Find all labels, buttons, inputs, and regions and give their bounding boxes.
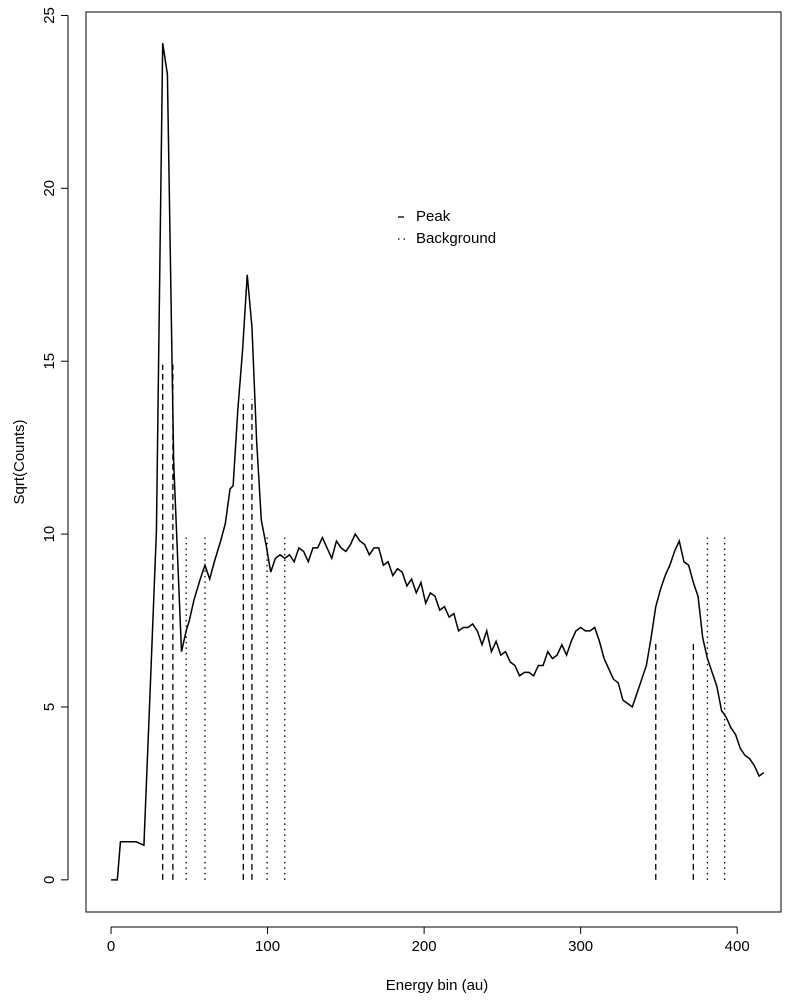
x-tick-label: 400: [725, 938, 750, 955]
y-tick-label: 25: [41, 7, 58, 24]
x-axis-title: Energy bin (au): [386, 977, 489, 994]
x-tick-label: 0: [107, 938, 115, 955]
y-tick-label: 15: [41, 353, 58, 370]
data-line: [111, 43, 765, 881]
y-axis-title: Sqrt(Counts): [11, 419, 28, 504]
y-tick-label: 10: [41, 526, 58, 543]
x-tick-label: 300: [568, 938, 593, 955]
y-tick-label: 5: [41, 703, 58, 711]
y-tick-label: 0: [41, 876, 58, 884]
x-tick-label: 100: [255, 938, 280, 955]
legend-label: Background: [416, 230, 496, 247]
legend-label: Peak: [416, 208, 451, 225]
plot-box: [85, 11, 782, 913]
x-tick-label: 200: [412, 938, 437, 955]
y-tick-label: 20: [41, 180, 58, 197]
